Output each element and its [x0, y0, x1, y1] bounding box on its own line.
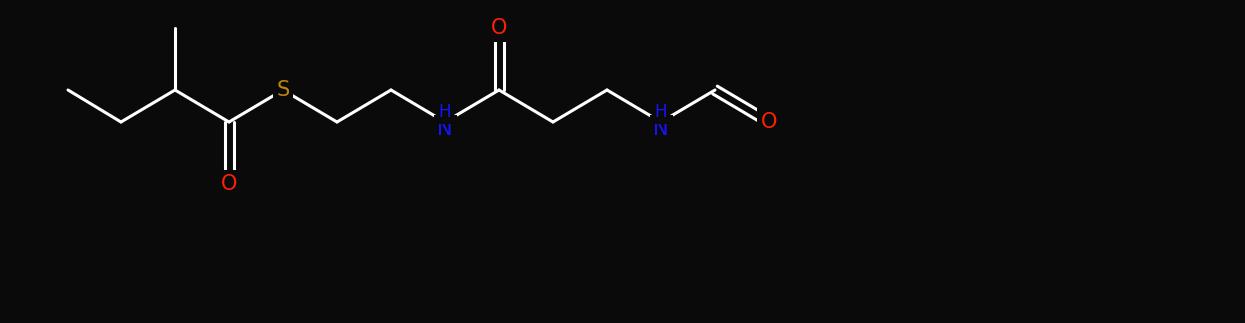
Text: N: N: [654, 119, 669, 139]
Text: S: S: [276, 80, 290, 100]
Text: O: O: [220, 174, 238, 194]
Text: N: N: [437, 119, 453, 139]
Text: O: O: [491, 18, 507, 38]
Text: H: H: [438, 103, 451, 121]
Text: H: H: [655, 103, 667, 121]
Text: O: O: [761, 112, 777, 132]
